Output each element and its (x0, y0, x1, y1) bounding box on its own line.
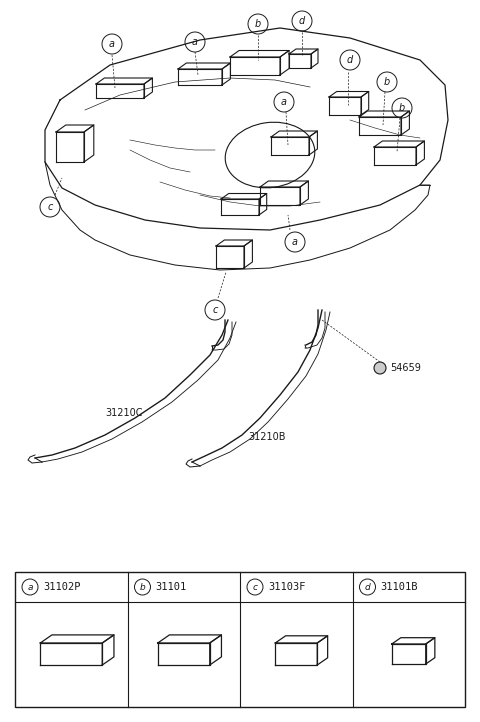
Text: 31101B: 31101B (381, 582, 418, 592)
Text: 31210C: 31210C (105, 408, 143, 418)
Text: a: a (27, 583, 33, 591)
Text: a: a (292, 237, 298, 247)
Text: d: d (365, 583, 371, 591)
Circle shape (374, 362, 386, 374)
Text: 31210B: 31210B (248, 432, 286, 442)
Text: b: b (140, 583, 145, 591)
Text: 54659: 54659 (390, 363, 421, 373)
Text: b: b (255, 19, 261, 29)
Text: d: d (299, 16, 305, 26)
Text: b: b (384, 77, 390, 87)
Text: d: d (347, 55, 353, 65)
Text: 31103F: 31103F (268, 582, 305, 592)
Text: a: a (281, 97, 287, 107)
Bar (15, 572, 465, 707)
Text: 31102P: 31102P (43, 582, 81, 592)
Text: a: a (192, 37, 198, 47)
Text: 31101: 31101 (156, 582, 187, 592)
Text: b: b (399, 103, 405, 113)
Text: c: c (48, 202, 53, 212)
Text: c: c (212, 305, 218, 315)
Text: a: a (109, 39, 115, 49)
Text: c: c (252, 583, 257, 591)
